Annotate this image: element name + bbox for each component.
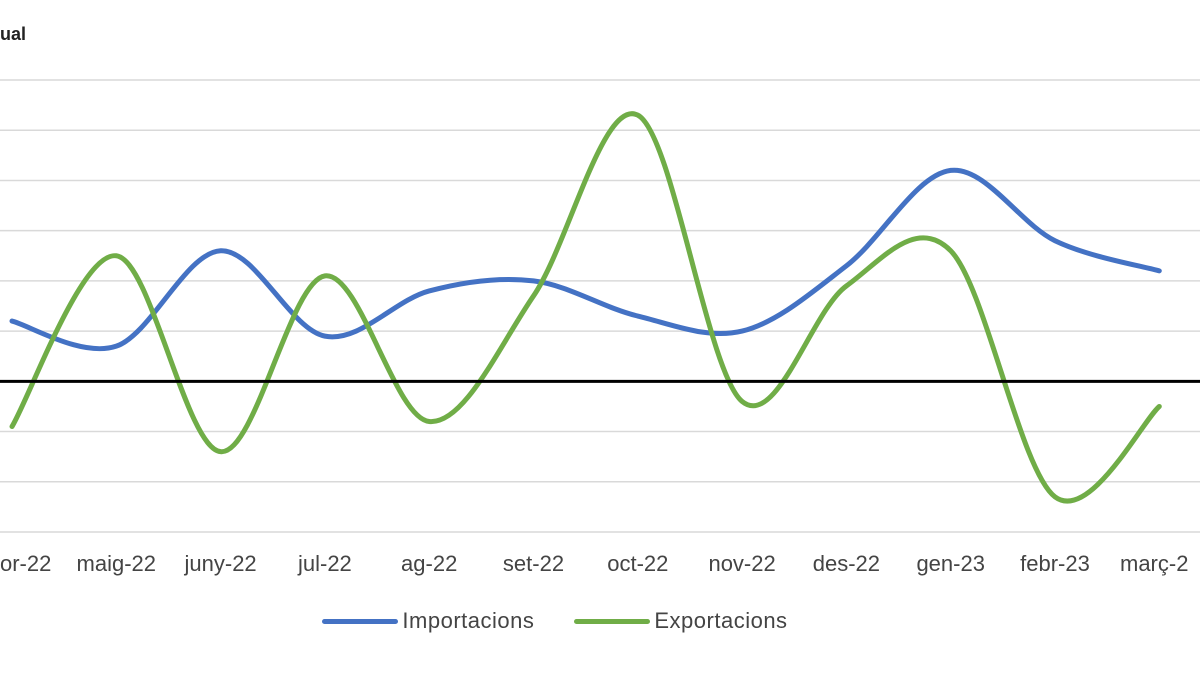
x-tick-label: or-22	[0, 551, 51, 576]
x-tick-label: set-22	[503, 551, 564, 576]
line-chart: or-22 maig-22 juny-22 jul-22 ag-22 set-22 oct-…	[0, 79, 1200, 576]
x-tick-label: juny-22	[184, 551, 257, 576]
legend-label-importacions: Importacions	[402, 608, 535, 633]
x-tick-label: ag-22	[401, 551, 457, 576]
legend-swatch-exportacions	[574, 618, 651, 624]
legend-swatch-importacions	[322, 618, 399, 624]
legend: Importacions Exportacions	[0, 608, 1110, 634]
x-tick-label: març-2	[1120, 551, 1188, 576]
x-tick-label: febr-23	[1020, 551, 1090, 576]
x-axis-ticks: or-22 maig-22 juny-22 jul-22 ag-22 set-22 oct-…	[0, 551, 1188, 576]
legend-item-importacions: Importacions	[322, 608, 534, 634]
series-line-exportacions	[9, 111, 1162, 504]
x-tick-label: nov-22	[708, 551, 775, 576]
x-tick-label: jul-22	[297, 551, 352, 576]
x-tick-label: des-22	[813, 551, 880, 576]
x-tick-label: maig-22	[77, 551, 156, 576]
x-tick-label: gen-23	[916, 551, 985, 576]
series-line-importacions	[9, 167, 1162, 352]
series-lines	[9, 111, 1162, 504]
y-axis-label: ual	[0, 24, 27, 44]
x-tick-label: oct-22	[607, 551, 668, 576]
legend-label-exportacions: Exportacions	[654, 608, 788, 633]
legend-item-exportacions: Exportacions	[574, 608, 787, 634]
